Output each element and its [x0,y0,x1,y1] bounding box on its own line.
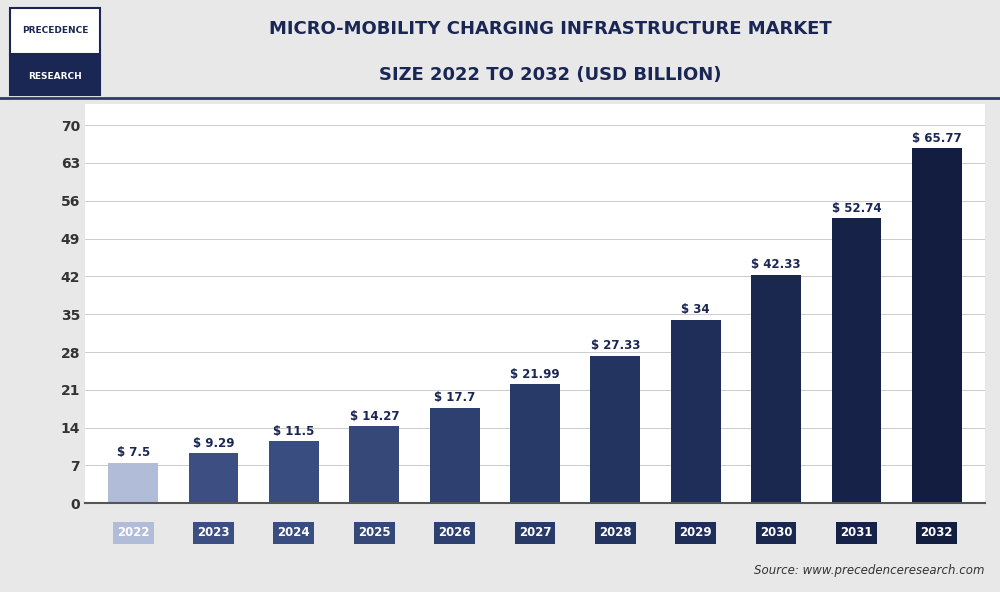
Text: 2024: 2024 [278,526,310,539]
Bar [671,320,721,503]
Text: 2027: 2027 [519,526,551,539]
FancyBboxPatch shape [10,8,100,53]
Text: RESEARCH: RESEARCH [28,72,82,81]
Text: $ 11.5: $ 11.5 [273,425,315,438]
Text: $ 17.7: $ 17.7 [434,391,475,404]
Bar [510,384,560,503]
Text: 2025: 2025 [358,526,391,539]
Text: 2029: 2029 [679,526,712,539]
Text: 2023: 2023 [197,526,230,539]
Text: Source: www.precedenceresearch.com: Source: www.precedenceresearch.com [755,564,985,577]
Text: 2031: 2031 [840,526,873,539]
Text: $ 34: $ 34 [681,303,710,316]
Bar [590,356,640,503]
Text: $ 42.33: $ 42.33 [751,258,801,271]
Bar [349,426,399,503]
Text: PRECEDENCE: PRECEDENCE [22,27,88,36]
FancyBboxPatch shape [10,55,100,95]
Text: 2032: 2032 [921,526,953,539]
Text: 2026: 2026 [438,526,471,539]
Bar [108,463,158,503]
Text: $ 21.99: $ 21.99 [510,368,560,381]
Bar [912,148,962,503]
Text: SIZE 2022 TO 2032 (USD BILLION): SIZE 2022 TO 2032 (USD BILLION) [379,66,721,83]
Text: $ 14.27: $ 14.27 [350,410,399,423]
Text: 2028: 2028 [599,526,632,539]
Text: $ 7.5: $ 7.5 [117,446,150,459]
Bar [189,453,238,503]
Bar [832,218,881,503]
Bar [269,441,319,503]
Text: 2030: 2030 [760,526,792,539]
Text: $ 52.74: $ 52.74 [832,202,881,215]
Bar [430,408,480,503]
Text: $ 65.77: $ 65.77 [912,132,962,145]
Text: $ 9.29: $ 9.29 [193,437,234,450]
Text: MICRO-MOBILITY CHARGING INFRASTRUCTURE MARKET: MICRO-MOBILITY CHARGING INFRASTRUCTURE M… [269,20,831,38]
Bar [751,275,801,503]
Text: 2022: 2022 [117,526,149,539]
Text: $ 27.33: $ 27.33 [591,339,640,352]
